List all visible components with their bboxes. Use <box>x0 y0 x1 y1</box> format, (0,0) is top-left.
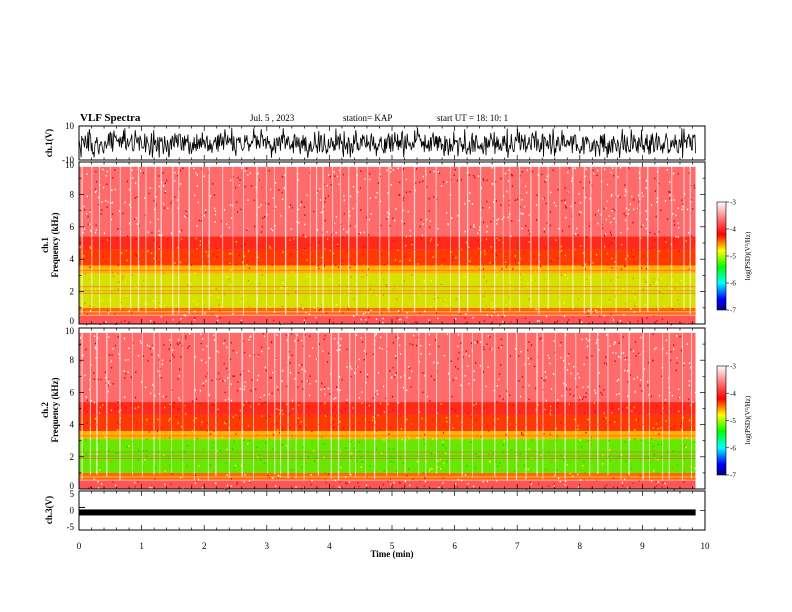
spectrogram1-band-4 <box>79 265 696 274</box>
spectrogram1-narrowband-lines <box>79 249 696 316</box>
colorbar2-label: log(PSD)(V²/Hz) <box>744 395 752 444</box>
x-tick-label: 9 <box>640 541 645 551</box>
panel-2-ytick-label: 0 <box>70 481 75 491</box>
panel-1-ytick-label: 0 <box>70 316 75 326</box>
spectrogram2-band-7 <box>79 480 696 489</box>
x-tick-label: 1 <box>139 541 144 551</box>
x-tick-label: 3 <box>265 541 270 551</box>
ch1-frequency-label: Frequency (kHz) <box>50 212 60 277</box>
panel-1-ytick-label: 4 <box>70 254 75 264</box>
x-tick-label: 5 <box>390 541 395 551</box>
colorbar2-tick-label: -6 <box>730 444 736 452</box>
colorbar1-tick-label: -6 <box>730 280 736 288</box>
ch1-waveform-trace <box>78 127 696 159</box>
ch1-waveform-ylabel: ch.1(V) <box>44 129 54 157</box>
ch3-waveform-ylabel: ch.3(V) <box>44 496 54 524</box>
spectrogram1-band-3 <box>79 249 696 266</box>
spectrogram2-band-6 <box>79 472 696 481</box>
colorbar2-tick-label: -3 <box>730 363 736 371</box>
panel-2-ytick-label: 4 <box>70 420 75 430</box>
spectrogram1-band-6 <box>79 307 696 316</box>
panel-2-ytick-label: 8 <box>70 355 75 365</box>
colorbar1-tick-label: -3 <box>730 199 736 207</box>
spectrogram1-blank <box>695 162 705 324</box>
colorbar1-tick-label: -5 <box>730 253 736 261</box>
ch3-waveform-trace <box>79 509 696 516</box>
spectrogram2-texture <box>79 332 697 491</box>
colorbar2 <box>716 365 727 476</box>
panel-1-x-ticks <box>78 161 706 325</box>
date-label: Jul. 5 , 2023 <box>250 113 295 123</box>
panel-0-ytick-label: 10 <box>65 121 75 131</box>
spectrogram2-spikes <box>81 328 692 481</box>
x-axis-label: Time (min) <box>370 549 413 559</box>
colorbar1-tick-label: -7 <box>730 307 736 315</box>
panel-3-ytick-label: 5 <box>70 489 75 499</box>
colorbar2-tick-label: -5 <box>730 417 736 425</box>
spectrogram1-band-1 <box>79 166 696 237</box>
panel-1-ytick-label: 2 <box>70 287 75 297</box>
colorbar1-tick-label: -4 <box>730 226 736 234</box>
ch2-frequency-label: Frequency (kHz) <box>50 377 60 442</box>
panel-2-x-ticks <box>78 327 706 490</box>
spectrogram1-band-0 <box>79 162 696 167</box>
panel-3-ytick-label: 0 <box>70 506 75 516</box>
colorbar1-label: log(PSD)(V²/Hz) <box>744 231 752 280</box>
station-label: station= KAP <box>343 113 393 123</box>
ch2-spectrogram-label: ch.2 <box>40 402 50 418</box>
x-tick-label: 4 <box>327 541 332 551</box>
x-tick-label: 6 <box>452 541 457 551</box>
colorbar2-tick-label: -4 <box>730 390 736 398</box>
spectrogram2-blank <box>695 328 705 489</box>
spectrogram2-band-0 <box>79 328 696 333</box>
panel-2-ytick-label: 2 <box>70 452 75 462</box>
panel-1-ytick-label: 6 <box>70 222 75 232</box>
spectrogram1-band-2 <box>79 236 696 250</box>
spectrogram2-band-4 <box>79 431 696 440</box>
spectrogram1-texture <box>79 166 697 326</box>
spectrogram2-band-2 <box>79 402 696 415</box>
panel-0-x-ticks <box>78 125 706 161</box>
colorbar1 <box>716 201 727 311</box>
colorbar2-tick-label: -7 <box>730 472 736 480</box>
x-tick-label: 7 <box>515 541 520 551</box>
panel-3-x-ticks <box>78 490 706 531</box>
panel-2-ytick-label: 6 <box>70 387 75 397</box>
panel-2-ytick-label: 10 <box>65 326 75 336</box>
spectrogram2-band-3 <box>79 414 696 432</box>
plot-title: VLF Spectra <box>80 112 141 124</box>
ch1-spectrogram-label: ch.1 <box>40 237 50 253</box>
panel-1-ytick-label: 8 <box>70 189 75 199</box>
spectrogram2-narrowband-lines <box>79 414 696 481</box>
panel-1-ytick-label: 10 <box>65 160 75 170</box>
x-tick-label: 10 <box>701 541 711 551</box>
start-ut-label: start UT = 18: 10: 1 <box>437 113 509 123</box>
x-tick-label: 2 <box>202 541 207 551</box>
x-tick-label: 0 <box>77 541 82 551</box>
panel-3-ytick-label: -5 <box>67 522 75 532</box>
spectrogram1-band-7 <box>79 315 696 324</box>
x-tick-label: 8 <box>578 541 583 551</box>
spectrogram2-band-1 <box>79 332 696 403</box>
panel-0-ytick-label: -10 <box>62 155 74 165</box>
